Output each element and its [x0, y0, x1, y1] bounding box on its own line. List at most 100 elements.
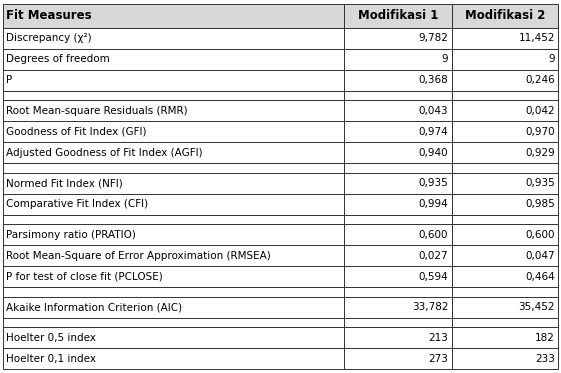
Text: 182: 182 [535, 333, 555, 343]
Bar [452, 70, 558, 91]
Text: Goodness of Fit Index (GFI): Goodness of Fit Index (GFI) [6, 127, 146, 137]
Bar [344, 91, 452, 100]
Bar [3, 215, 344, 224]
Bar [344, 142, 452, 163]
Bar [452, 194, 558, 215]
Bar [344, 245, 452, 266]
Bar [344, 194, 452, 215]
Bar [344, 327, 452, 348]
Text: 0,246: 0,246 [525, 75, 555, 85]
Bar [3, 142, 344, 163]
Bar [344, 297, 452, 318]
Text: 0,929: 0,929 [525, 148, 555, 158]
Bar [3, 266, 344, 287]
Bar [452, 318, 558, 327]
Bar [344, 348, 452, 369]
Bar [452, 28, 558, 49]
Bar [452, 142, 558, 163]
Bar [452, 297, 558, 318]
Bar [3, 194, 344, 215]
Text: 0,368: 0,368 [419, 75, 448, 85]
Bar [452, 224, 558, 245]
Text: 0,043: 0,043 [419, 106, 448, 116]
Text: 0,994: 0,994 [419, 199, 448, 209]
Text: 9: 9 [548, 54, 555, 65]
Bar [452, 215, 558, 224]
Text: Fit Measures: Fit Measures [6, 9, 92, 22]
Bar [3, 318, 344, 327]
Bar [3, 224, 344, 245]
Text: 9: 9 [442, 54, 448, 65]
Text: 0,935: 0,935 [525, 178, 555, 188]
Text: 33,782: 33,782 [412, 302, 448, 312]
Text: 11,452: 11,452 [518, 34, 555, 43]
Text: 0,042: 0,042 [525, 106, 555, 116]
Bar [3, 91, 344, 100]
Text: 0,594: 0,594 [419, 272, 448, 282]
Text: Hoelter 0,5 index: Hoelter 0,5 index [6, 333, 96, 343]
Text: Root Mean-square Residuals (RMR): Root Mean-square Residuals (RMR) [6, 106, 188, 116]
Text: 273: 273 [428, 354, 448, 364]
Text: 0,047: 0,047 [525, 251, 555, 261]
Bar [452, 348, 558, 369]
Text: Degrees of freedom: Degrees of freedom [6, 54, 110, 65]
Bar [452, 287, 558, 297]
Bar [452, 173, 558, 194]
Bar [344, 287, 452, 297]
Text: Modifikasi 1: Modifikasi 1 [358, 9, 438, 22]
Bar [3, 245, 344, 266]
Text: Akaike Information Criterion (AIC): Akaike Information Criterion (AIC) [6, 302, 182, 312]
Bar [3, 287, 344, 297]
Bar [344, 163, 452, 173]
Bar [452, 49, 558, 70]
Bar [344, 4, 452, 28]
Bar [452, 100, 558, 121]
Bar [3, 28, 344, 49]
Bar [452, 245, 558, 266]
Text: Comparative Fit Index (CFI): Comparative Fit Index (CFI) [6, 199, 148, 209]
Text: 0,985: 0,985 [525, 199, 555, 209]
Text: Root Mean-Square of Error Approximation (RMSEA): Root Mean-Square of Error Approximation … [6, 251, 271, 261]
Text: 9,782: 9,782 [419, 34, 448, 43]
Bar [344, 224, 452, 245]
Text: 0,970: 0,970 [525, 127, 555, 137]
Bar [3, 327, 344, 348]
Text: P for test of close fit (PCLOSE): P for test of close fit (PCLOSE) [6, 272, 163, 282]
Text: Parsimony ratio (PRATIO): Parsimony ratio (PRATIO) [6, 230, 136, 240]
Bar [3, 163, 344, 173]
Text: Adjusted Goodness of Fit Index (AGFI): Adjusted Goodness of Fit Index (AGFI) [6, 148, 203, 158]
Text: Normed Fit Index (NFI): Normed Fit Index (NFI) [6, 178, 123, 188]
Text: 0,600: 0,600 [525, 230, 555, 240]
Text: P: P [6, 75, 12, 85]
Text: Discrepancy (χ²): Discrepancy (χ²) [6, 34, 92, 43]
Bar [344, 49, 452, 70]
Text: 0,940: 0,940 [419, 148, 448, 158]
Bar [452, 327, 558, 348]
Text: 0,464: 0,464 [525, 272, 555, 282]
Text: 0,935: 0,935 [419, 178, 448, 188]
Bar [3, 121, 344, 142]
Bar [3, 49, 344, 70]
Bar [3, 348, 344, 369]
Bar [3, 173, 344, 194]
Bar [452, 163, 558, 173]
Bar [344, 121, 452, 142]
Bar [344, 318, 452, 327]
Bar [452, 4, 558, 28]
Text: 213: 213 [428, 333, 448, 343]
Text: 35,452: 35,452 [518, 302, 555, 312]
Text: 233: 233 [535, 354, 555, 364]
Text: 0,974: 0,974 [419, 127, 448, 137]
Bar [3, 100, 344, 121]
Text: 0,600: 0,600 [419, 230, 448, 240]
Text: 0,027: 0,027 [419, 251, 448, 261]
Text: Hoelter 0,1 index: Hoelter 0,1 index [6, 354, 96, 364]
Bar [344, 70, 452, 91]
Bar [344, 100, 452, 121]
Bar [452, 266, 558, 287]
Bar [3, 297, 344, 318]
Bar [3, 4, 344, 28]
Text: Modifikasi 2: Modifikasi 2 [465, 9, 545, 22]
Bar [344, 215, 452, 224]
Bar [344, 28, 452, 49]
